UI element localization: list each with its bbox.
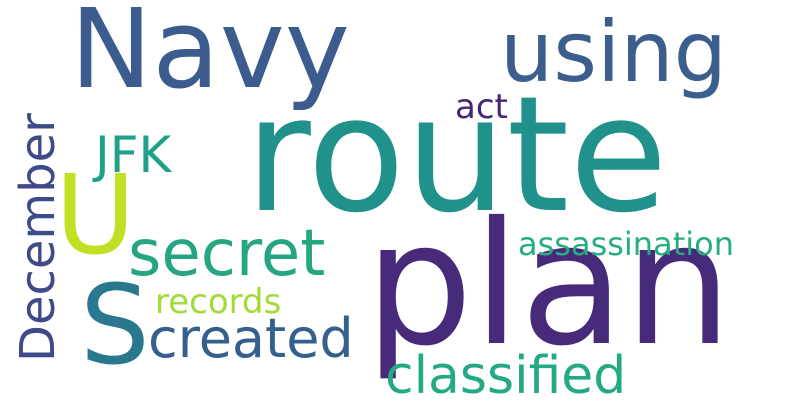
word-s: S xyxy=(80,261,150,389)
word-route: route xyxy=(245,61,668,248)
word-created: created xyxy=(148,307,354,370)
word-december: December xyxy=(10,113,66,362)
word-classified: classified xyxy=(385,346,627,405)
word-assassination: assassination xyxy=(518,225,734,263)
word-navy: Navy xyxy=(70,0,350,113)
word-u: U xyxy=(55,151,136,279)
word-act: act xyxy=(455,87,508,127)
word-plan: plan xyxy=(365,186,733,384)
word-jfk: JFK xyxy=(95,126,172,184)
word-using: using xyxy=(500,3,727,101)
word-records: records xyxy=(155,282,282,322)
word-secret: secret xyxy=(128,217,326,291)
